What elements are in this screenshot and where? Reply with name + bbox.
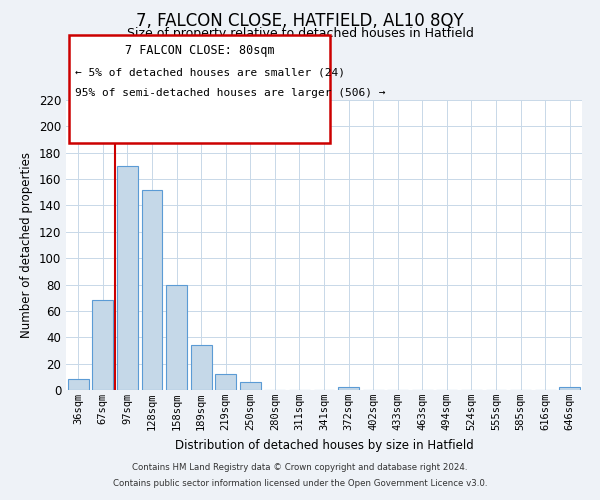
Text: Size of property relative to detached houses in Hatfield: Size of property relative to detached ho… (127, 28, 473, 40)
Bar (191, 345, 212, 390)
Bar (240, 382, 261, 390)
Bar (166, 284, 187, 390)
Bar (559, 388, 580, 390)
Text: 7, FALCON CLOSE, HATFIELD, AL10 8QY: 7, FALCON CLOSE, HATFIELD, AL10 8QY (136, 12, 464, 30)
Text: Contains HM Land Registry data © Crown copyright and database right 2024.: Contains HM Land Registry data © Crown c… (132, 464, 468, 472)
Text: ← 5% of detached houses are smaller (24): ← 5% of detached houses are smaller (24) (75, 68, 345, 78)
Text: 95% of semi-detached houses are larger (506) →: 95% of semi-detached houses are larger (… (75, 88, 386, 98)
Text: Contains public sector information licensed under the Open Government Licence v3: Contains public sector information licen… (113, 478, 487, 488)
Bar (68, 380, 89, 390)
Bar (215, 374, 236, 390)
Bar (142, 190, 163, 390)
Bar (338, 388, 359, 390)
X-axis label: Distribution of detached houses by size in Hatfield: Distribution of detached houses by size … (175, 438, 473, 452)
Text: 7 FALCON CLOSE: 80sqm: 7 FALCON CLOSE: 80sqm (125, 44, 274, 57)
Bar (117, 166, 138, 390)
Bar (92, 300, 113, 390)
Y-axis label: Number of detached properties: Number of detached properties (20, 152, 33, 338)
